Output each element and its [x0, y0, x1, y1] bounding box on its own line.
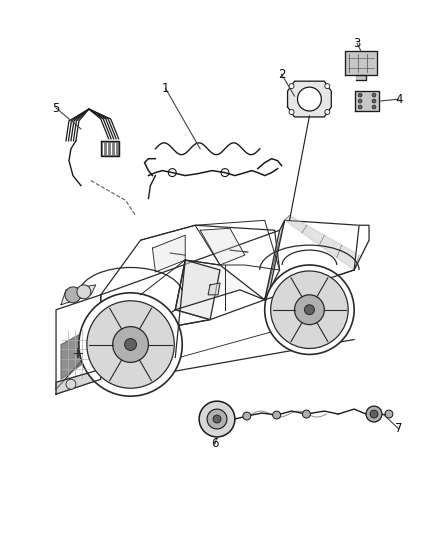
- Polygon shape: [354, 225, 369, 270]
- Circle shape: [325, 84, 330, 88]
- Circle shape: [265, 265, 354, 354]
- Circle shape: [372, 105, 376, 109]
- Polygon shape: [175, 260, 265, 310]
- Polygon shape: [345, 51, 377, 75]
- Circle shape: [213, 415, 221, 423]
- Polygon shape: [61, 285, 96, 305]
- Text: 7: 7: [395, 423, 403, 435]
- Circle shape: [297, 87, 321, 111]
- Polygon shape: [152, 235, 185, 272]
- Polygon shape: [285, 215, 359, 270]
- Circle shape: [87, 301, 174, 388]
- Circle shape: [207, 409, 227, 429]
- Polygon shape: [200, 228, 245, 265]
- Polygon shape: [355, 91, 379, 111]
- Circle shape: [66, 379, 76, 389]
- Circle shape: [113, 327, 148, 362]
- Polygon shape: [56, 295, 101, 389]
- Circle shape: [358, 105, 362, 109]
- Text: 4: 4: [395, 93, 403, 106]
- Polygon shape: [61, 329, 89, 379]
- Polygon shape: [56, 369, 101, 394]
- Circle shape: [243, 412, 251, 420]
- Polygon shape: [356, 75, 366, 80]
- Circle shape: [385, 410, 393, 418]
- Circle shape: [358, 99, 362, 103]
- Circle shape: [303, 410, 311, 418]
- Text: 5: 5: [53, 101, 60, 115]
- Circle shape: [372, 99, 376, 103]
- Text: 1: 1: [162, 82, 169, 95]
- Circle shape: [325, 109, 330, 115]
- Circle shape: [273, 411, 281, 419]
- Polygon shape: [175, 260, 220, 320]
- Circle shape: [124, 338, 137, 351]
- Circle shape: [294, 295, 324, 325]
- Circle shape: [79, 293, 182, 396]
- Circle shape: [370, 410, 378, 418]
- Circle shape: [65, 287, 81, 303]
- Circle shape: [304, 305, 314, 314]
- Polygon shape: [265, 220, 369, 300]
- Polygon shape: [208, 283, 220, 295]
- Circle shape: [289, 84, 294, 88]
- Circle shape: [289, 109, 294, 115]
- Circle shape: [77, 285, 91, 299]
- Text: 6: 6: [211, 438, 219, 450]
- Polygon shape: [91, 310, 210, 369]
- Circle shape: [199, 401, 235, 437]
- Text: 3: 3: [353, 37, 361, 50]
- Circle shape: [358, 93, 362, 97]
- Polygon shape: [265, 220, 285, 300]
- Circle shape: [366, 406, 382, 422]
- Polygon shape: [101, 141, 119, 156]
- Polygon shape: [288, 81, 331, 117]
- Text: 2: 2: [278, 68, 285, 80]
- Circle shape: [372, 93, 376, 97]
- Circle shape: [271, 271, 348, 349]
- Polygon shape: [101, 225, 279, 340]
